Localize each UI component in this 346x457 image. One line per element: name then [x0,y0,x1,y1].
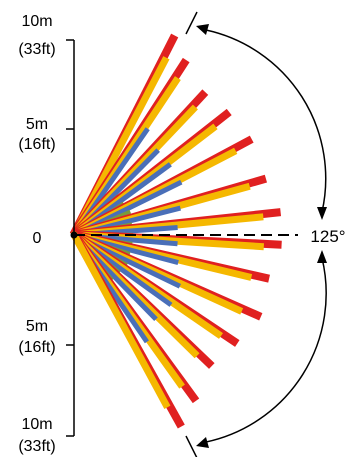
label-top-feet: (33ft) [18,41,55,58]
angle-label: 125° [310,227,345,246]
angle-arc-upper [205,29,327,213]
label-top-distance: 10m [21,13,52,30]
sensor-origin-dot [70,231,78,239]
angle-boundary-bottom [185,435,198,457]
label-upper-distance: 5m [26,116,48,133]
label-lower-feet: (16ft) [18,339,55,356]
label-lower-distance: 5m [26,318,48,335]
label-upper-feet: (16ft) [18,136,55,153]
arrowhead-upper [196,24,209,35]
arrowhead-lower [196,437,209,448]
zone-13-yellow-ray [71,233,171,409]
arrowhead-lower-inner [317,250,327,263]
axis-labels: 10m (33ft) 5m (16ft) 0 5m (16ft) 10m (33… [18,13,55,455]
angle-boundary-top [185,11,198,35]
arrowhead-upper-inner [317,207,327,220]
label-bottom-distance: 10m [21,416,52,433]
detection-zones [69,33,282,429]
label-origin: 0 [33,230,42,247]
label-bottom-feet: (33ft) [18,438,55,455]
angle-arc-lower [205,257,327,443]
